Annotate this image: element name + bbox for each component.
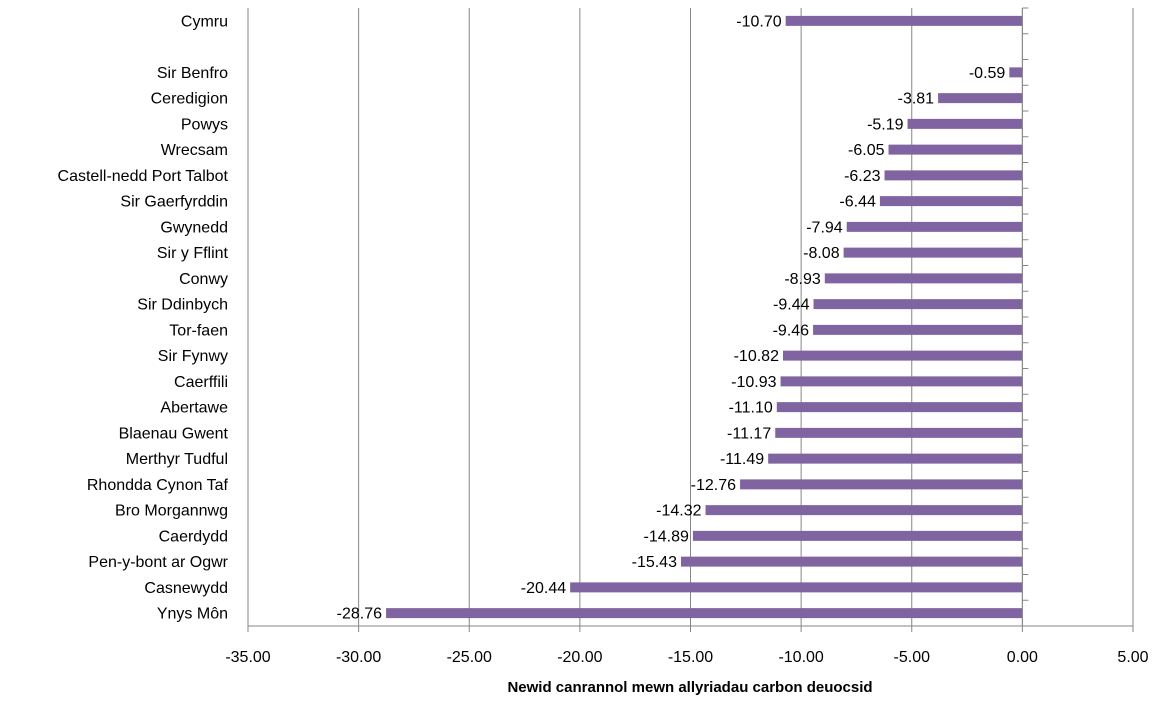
bar bbox=[780, 376, 1023, 387]
category-label: Sir Gaerfyrddin bbox=[120, 194, 228, 211]
data-label: -11.10 bbox=[729, 400, 773, 417]
category-label: Rhondda Cynon Taf bbox=[87, 477, 229, 494]
gridlines bbox=[247, 8, 1134, 626]
data-label: -3.81 bbox=[898, 91, 935, 108]
data-label: -10.82 bbox=[734, 348, 779, 365]
bar bbox=[907, 118, 1023, 129]
labels: Cymru -10.70 Sir Benfro -0.59 Ceredigion -3.8… bbox=[58, 13, 1006, 622]
category-label: Pen-y-bont ar Ogwr bbox=[88, 554, 228, 571]
x-tick-label: -25.00 bbox=[447, 649, 492, 666]
bar bbox=[386, 608, 1023, 619]
bar bbox=[785, 15, 1023, 26]
data-label: -8.08 bbox=[803, 245, 840, 262]
category-label: Casnewydd bbox=[144, 580, 228, 597]
bar bbox=[775, 427, 1023, 438]
data-label: -6.44 bbox=[839, 194, 876, 211]
category-label: Conwy bbox=[179, 271, 228, 288]
data-label: -0.59 bbox=[969, 65, 1006, 82]
category-label: Powys bbox=[181, 116, 228, 133]
category-label: Caerdydd bbox=[159, 528, 228, 545]
category-label: Caerffili bbox=[174, 374, 228, 391]
axes: -35.00 -30.00 -25.00 -20.00 -15.00 -10.00 -5.0… bbox=[225, 7, 1149, 666]
category-label: Ynys Môn bbox=[157, 606, 228, 623]
bar bbox=[888, 144, 1023, 155]
category-label: Cymru bbox=[181, 13, 228, 30]
bar bbox=[740, 479, 1023, 490]
bar bbox=[884, 170, 1023, 181]
bar bbox=[782, 350, 1023, 361]
category-label: Abertawe bbox=[160, 400, 228, 417]
category-label: Ceredigion bbox=[151, 91, 228, 108]
data-label: -15.43 bbox=[632, 554, 677, 571]
data-label: -14.32 bbox=[656, 503, 701, 520]
data-label: -6.05 bbox=[848, 142, 885, 159]
category-label: Bro Morgannwg bbox=[115, 503, 228, 520]
data-label: -9.44 bbox=[773, 297, 810, 314]
data-label: -6.23 bbox=[844, 168, 881, 185]
data-label: -11.49 bbox=[720, 451, 764, 468]
data-label: -20.44 bbox=[521, 580, 566, 597]
category-label: Merthyr Tudful bbox=[126, 451, 228, 468]
bar bbox=[680, 556, 1023, 567]
bar bbox=[846, 221, 1023, 232]
bar bbox=[843, 247, 1023, 258]
data-label: -5.19 bbox=[867, 116, 904, 133]
data-label: -11.17 bbox=[727, 425, 771, 442]
bar bbox=[705, 505, 1023, 516]
data-label: -8.93 bbox=[784, 271, 821, 288]
bar bbox=[692, 530, 1023, 541]
bar bbox=[813, 299, 1023, 310]
x-tick-label: -30.00 bbox=[336, 649, 381, 666]
x-tick-label: -10.00 bbox=[778, 649, 823, 666]
bar bbox=[776, 402, 1023, 413]
category-label: Castell-nedd Port Talbot bbox=[58, 168, 229, 185]
category-label: Wrecsam bbox=[161, 142, 228, 159]
bar bbox=[824, 273, 1023, 284]
bar bbox=[570, 582, 1023, 593]
data-label: -12.76 bbox=[691, 477, 736, 494]
category-label: Blaenau Gwent bbox=[119, 425, 229, 442]
bars bbox=[386, 15, 1023, 619]
data-label: -14.89 bbox=[644, 528, 689, 545]
bar bbox=[768, 453, 1023, 464]
data-label: -7.94 bbox=[806, 219, 843, 236]
data-label: -10.93 bbox=[731, 374, 776, 391]
category-label: Sir Fynwy bbox=[158, 348, 228, 365]
x-tick-label: -5.00 bbox=[894, 649, 931, 666]
x-tick-label: 5.00 bbox=[1117, 649, 1148, 666]
x-tick-label: -35.00 bbox=[225, 649, 270, 666]
bar bbox=[1009, 67, 1023, 78]
category-label: Sir y Fflint bbox=[157, 245, 229, 262]
data-label: -10.70 bbox=[736, 13, 781, 30]
x-tick-label: -20.00 bbox=[557, 649, 602, 666]
bar bbox=[938, 93, 1023, 104]
data-label: -28.76 bbox=[337, 606, 382, 623]
category-label: Gwynedd bbox=[160, 219, 228, 236]
bar bbox=[879, 196, 1023, 207]
x-tick-label: -15.00 bbox=[668, 649, 713, 666]
data-label: -9.46 bbox=[773, 322, 810, 339]
bar bbox=[813, 324, 1023, 335]
category-label: Tor-faen bbox=[169, 322, 228, 339]
category-label: Sir Benfro bbox=[157, 65, 228, 82]
x-tick-label: 0.00 bbox=[1007, 649, 1038, 666]
x-axis-title: Newid canrannol mewn allyriadau carbon d… bbox=[507, 679, 872, 696]
category-label: Sir Ddinbych bbox=[137, 297, 228, 314]
